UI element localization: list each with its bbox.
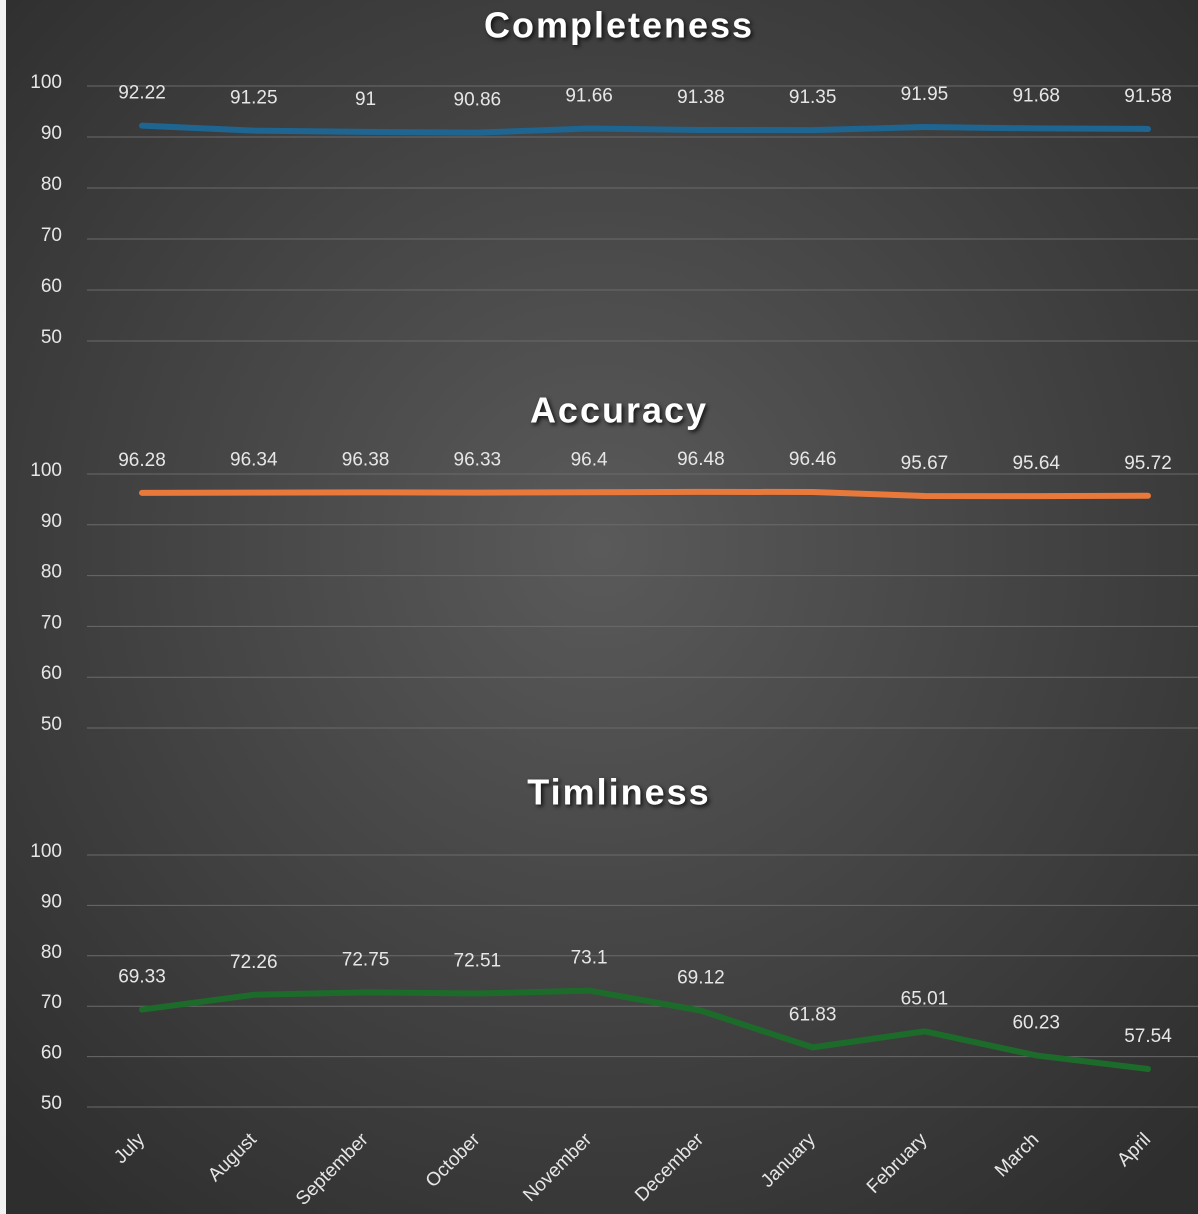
data-label: 61.83 (789, 1004, 837, 1025)
left-edge (0, 0, 6, 1214)
data-label: 96.33 (454, 450, 502, 471)
y-tick-label: 60 (41, 1043, 62, 1064)
y-tick-label: 70 (41, 992, 62, 1013)
data-label: 91.95 (901, 84, 949, 105)
data-label: 60.23 (1012, 1012, 1060, 1033)
data-label: 95.72 (1124, 453, 1172, 474)
y-tick-label: 90 (41, 123, 62, 144)
data-label: 91.66 (565, 86, 613, 107)
y-tick-label: 100 (30, 72, 62, 93)
data-label: 96.28 (118, 450, 166, 471)
data-label: 96.34 (230, 450, 278, 471)
data-label: 96.38 (342, 449, 390, 470)
y-tick-label: 60 (41, 276, 62, 297)
y-tick-label: 70 (41, 612, 62, 633)
chart-title: Completeness (484, 5, 754, 46)
data-label: 92.22 (118, 83, 166, 104)
y-tick-label: 90 (41, 511, 62, 532)
data-label: 96.48 (677, 449, 725, 470)
y-tick-label: 70 (41, 225, 62, 246)
data-label: 91.35 (789, 87, 837, 108)
data-label: 69.12 (677, 968, 725, 989)
chart-title: Accuracy (530, 390, 708, 431)
data-label: 65.01 (901, 988, 949, 1009)
y-tick-label: 100 (30, 460, 62, 481)
data-label: 91.58 (1124, 86, 1172, 107)
y-tick-label: 100 (30, 841, 62, 862)
data-label: 69.33 (118, 967, 166, 988)
chart-title: Timliness (527, 772, 710, 813)
y-tick-label: 60 (41, 663, 62, 684)
data-label: 91.68 (1012, 85, 1060, 106)
y-tick-label: 80 (41, 562, 62, 583)
y-tick-label: 90 (41, 891, 62, 912)
data-label: 95.64 (1012, 453, 1060, 474)
data-label: 72.75 (342, 949, 390, 970)
y-tick-label: 80 (41, 174, 62, 195)
data-label: 90.86 (454, 90, 502, 111)
data-line (139, 488, 1151, 500)
data-label: 96.46 (789, 449, 837, 470)
data-label: 91.38 (677, 87, 725, 108)
data-label: 72.51 (454, 951, 502, 972)
data-label: 91.25 (230, 88, 278, 109)
data-label: 73.1 (571, 948, 608, 969)
y-tick-label: 50 (41, 1093, 62, 1114)
data-line (139, 122, 1151, 136)
data-label: 95.67 (901, 453, 949, 474)
y-tick-label: 80 (41, 942, 62, 963)
y-tick-label: 50 (41, 327, 62, 348)
data-label: 91 (355, 89, 376, 110)
data-line (139, 987, 1151, 1072)
data-label: 72.26 (230, 952, 278, 973)
data-label: 57.54 (1124, 1026, 1172, 1047)
data-label: 96.4 (571, 449, 608, 470)
y-tick-label: 50 (41, 714, 62, 735)
